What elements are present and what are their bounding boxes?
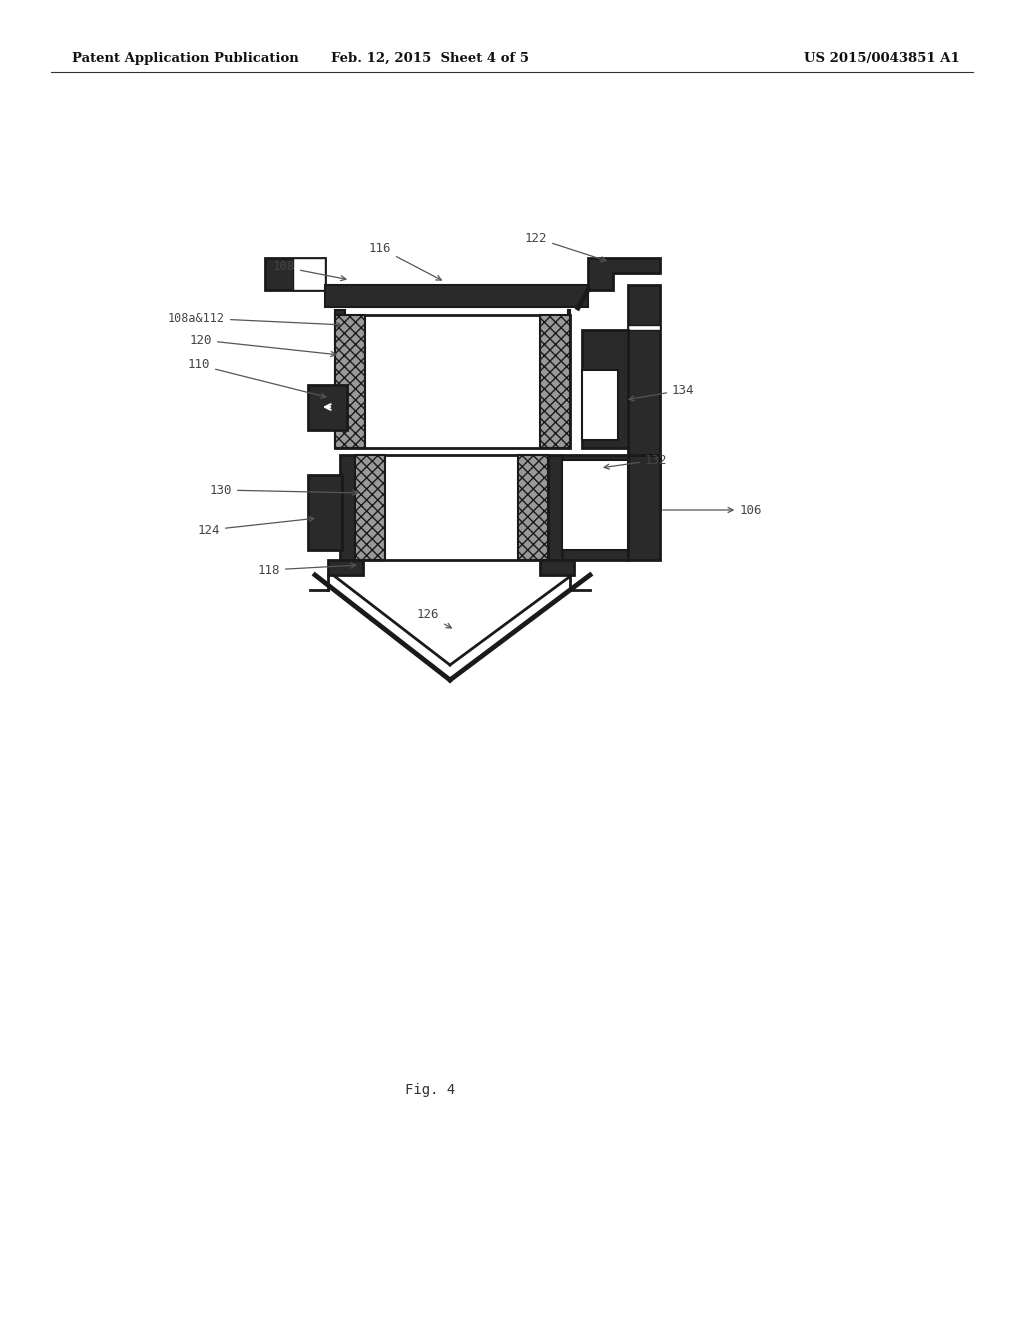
Text: 108a&112: 108a&112 — [168, 312, 341, 327]
Text: 130: 130 — [210, 483, 357, 496]
Bar — [540, 315, 570, 447]
Text: 132: 132 — [604, 454, 668, 469]
Bar — [308, 475, 342, 550]
Polygon shape — [588, 257, 660, 290]
Text: 124: 124 — [198, 516, 313, 536]
Bar — [562, 455, 628, 560]
Text: 110: 110 — [187, 359, 326, 399]
Bar — [540, 560, 574, 576]
Text: Patent Application Publication: Patent Application Publication — [72, 51, 299, 65]
Bar — [335, 315, 365, 447]
Bar — [628, 455, 660, 560]
Text: 122: 122 — [524, 231, 606, 261]
Bar — [548, 455, 562, 560]
Bar — [628, 285, 660, 510]
Bar — [582, 370, 618, 440]
Text: 108: 108 — [272, 260, 346, 281]
Bar — [328, 560, 362, 576]
Text: 116: 116 — [369, 242, 441, 280]
Text: 134: 134 — [629, 384, 694, 401]
Bar — [308, 385, 347, 430]
Bar — [335, 315, 570, 447]
Text: 118: 118 — [257, 564, 355, 577]
Bar — [355, 455, 385, 560]
Text: US 2015/0043851 A1: US 2015/0043851 A1 — [804, 51, 961, 65]
Text: 126: 126 — [417, 609, 452, 628]
Text: 106: 106 — [663, 503, 763, 516]
Text: Feb. 12, 2015  Sheet 4 of 5: Feb. 12, 2015 Sheet 4 of 5 — [331, 51, 529, 65]
Bar — [568, 310, 570, 447]
Bar — [628, 325, 660, 330]
Bar — [518, 455, 548, 560]
Bar — [265, 257, 325, 290]
Bar — [293, 257, 325, 290]
Bar — [335, 310, 345, 447]
Bar — [340, 455, 355, 560]
Bar — [325, 285, 588, 308]
Text: Fig. 4: Fig. 4 — [404, 1082, 455, 1097]
Bar — [562, 459, 628, 550]
Text: 120: 120 — [189, 334, 336, 356]
Bar — [355, 455, 548, 560]
Bar — [582, 330, 628, 447]
